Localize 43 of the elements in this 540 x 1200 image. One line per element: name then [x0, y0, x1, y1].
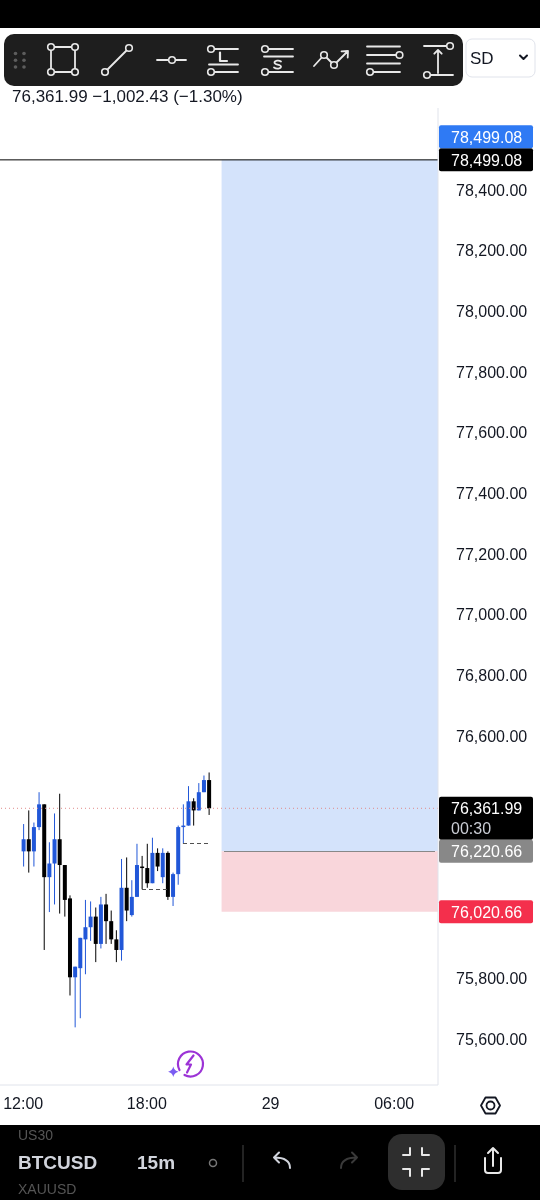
candlestick	[171, 872, 176, 907]
y-tick-label: 77,000.00	[456, 606, 528, 624]
y-tick-label: 78,200.00	[456, 242, 528, 260]
y-tick-label: 77,200.00	[456, 545, 528, 563]
candlestick	[129, 879, 134, 918]
text: XAUUSD	[18, 1181, 77, 1198]
y-tick-label: 77,800.00	[456, 363, 528, 381]
candlestick	[26, 809, 31, 874]
y-tick-label: 77,600.00	[456, 424, 528, 442]
candlestick	[124, 856, 129, 922]
y-tick-label: 76,600.00	[456, 727, 528, 745]
candlestick	[37, 791, 42, 831]
y-tick-label: 77,400.00	[456, 485, 528, 503]
y-tick-label: 75,600.00	[456, 1031, 528, 1049]
x-tick-label: 29	[261, 1095, 280, 1112]
candlestick	[109, 910, 114, 945]
y-tick-label: 75,800.00	[456, 970, 528, 988]
x-tick-label: 06:00	[374, 1095, 415, 1112]
y-tick-label: 78,000.00	[456, 302, 528, 320]
text: US30	[18, 1127, 54, 1144]
candlestick	[191, 797, 196, 827]
text: SD	[470, 49, 494, 69]
ref-line-label: 78,499.08	[451, 151, 523, 169]
text: 15m	[137, 1151, 176, 1173]
candlestick	[114, 929, 119, 963]
x-tick-label: 18:00	[126, 1095, 167, 1112]
band-label: 76,020.66	[451, 903, 523, 921]
y-tick-label: 76,800.00	[456, 667, 528, 685]
candlestick	[196, 782, 201, 811]
candlestick	[104, 893, 109, 945]
candlestick	[155, 847, 160, 872]
candlestick	[47, 841, 52, 913]
chart-subtitle: 76,361.99 −1,002.43 (−1.30%)	[12, 87, 243, 107]
text: 00:30	[451, 820, 492, 838]
candlestick	[88, 900, 93, 942]
candlestick	[21, 823, 26, 868]
y-tick-label: 78,400.00	[456, 181, 528, 199]
data-label: 76,220.66	[451, 842, 523, 860]
x-tick-label: 12:00	[3, 1095, 44, 1112]
band-label: 78,499.08	[451, 128, 523, 146]
text: BTCUSD	[18, 1151, 98, 1173]
ref-line-label: 76,361.99	[451, 800, 523, 818]
candlestick	[145, 843, 150, 889]
